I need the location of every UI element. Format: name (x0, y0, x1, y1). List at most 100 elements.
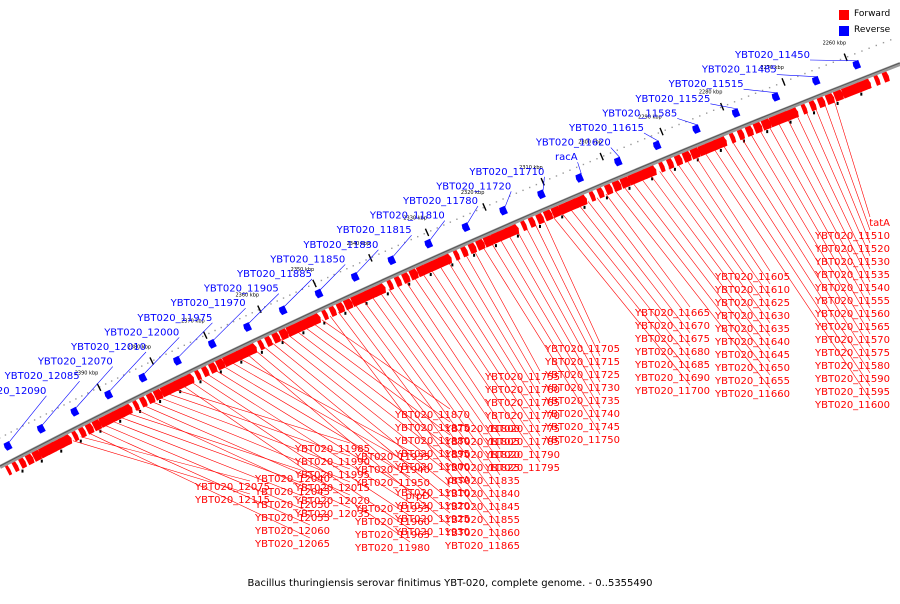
scale-dot (734, 101, 735, 102)
reverse-gene (653, 140, 662, 150)
scale-dot (713, 110, 714, 111)
frame-mark (628, 187, 630, 190)
scale-dot (549, 178, 550, 179)
scale-dot (178, 348, 179, 349)
forward-gene-label: YBT020_11870 (394, 410, 470, 421)
reverse-gene (315, 289, 324, 299)
scale-tick-label: 2260 kbp (823, 40, 847, 46)
scale-dot (840, 59, 841, 60)
forward-leader-line (544, 220, 600, 343)
scale-dot (630, 144, 631, 145)
scale-dot (516, 193, 517, 194)
scale-dot (496, 201, 497, 202)
reverse-gene-label: YBT020_11830 (302, 240, 378, 251)
scale-dot (883, 42, 884, 43)
reverse-gene (279, 305, 288, 315)
reverse-gene-label: YBT020_11485 (701, 65, 777, 76)
scale-dot (720, 107, 721, 108)
forward-gene (520, 220, 528, 231)
forward-gene (596, 187, 605, 198)
reverse-gene (853, 60, 862, 70)
scale-tick (203, 331, 206, 338)
reverse-gene-label: YBT020_11975 (136, 313, 212, 324)
forward-gene-label: YBT020_11880 (394, 436, 470, 447)
scale-dot (359, 262, 360, 263)
scale-dot (854, 53, 855, 54)
scale-dot (308, 286, 309, 287)
scale-dot (277, 300, 278, 301)
reverse-leader-line (110, 352, 146, 391)
reverse-gene (462, 222, 471, 232)
scale-dot (327, 277, 328, 278)
forward-gene-label: YBT020_11700 (634, 386, 710, 397)
reverse-gene-label: YBT020_12000 (103, 327, 179, 338)
reverse-leader-line (179, 323, 213, 357)
forward-gene (78, 427, 87, 438)
reverse-gene-label: YBT020_11885 (236, 269, 312, 280)
frame-mark (387, 292, 389, 295)
scale-dot (11, 431, 12, 432)
frame-mark (860, 93, 862, 96)
scale-dot (87, 392, 88, 393)
reverse-leader-line (710, 104, 737, 109)
scale-dot (239, 318, 240, 319)
reverse-gene (499, 206, 508, 216)
forward-gene-label: YBT020_12055 (254, 513, 330, 524)
forward-gene (201, 366, 210, 377)
scale-dot (818, 67, 819, 68)
frame-mark (119, 420, 121, 423)
forward-gene (321, 310, 329, 321)
scale-dot (463, 216, 464, 217)
reverse-gene-label: YBT020_11780 (402, 196, 478, 207)
reverse-leader-line (43, 381, 80, 425)
forward-gene-label: YBT020_11985 (294, 444, 370, 455)
reverse-gene-label: YBT020_11620 (535, 138, 611, 149)
scale-dot (617, 149, 618, 150)
scale-dot (569, 170, 570, 171)
scale-dot (190, 342, 191, 343)
forward-gene-label: YBT020_11610 (714, 285, 790, 296)
frame-mark (584, 206, 586, 209)
forward-gene (12, 461, 20, 472)
scale-dot (69, 401, 70, 402)
scale-dot (233, 321, 234, 322)
reverse-gene-label: YBT020_11615 (568, 123, 644, 134)
frame-mark (539, 225, 541, 228)
reverse-gene-label: YBT020_11585 (601, 108, 677, 119)
scale-dot (699, 115, 700, 116)
scale-dot (437, 227, 438, 228)
scale-dot (424, 233, 425, 234)
frame-mark (41, 460, 43, 463)
reverse-gene-label: YBT020_12070 (37, 357, 113, 368)
reverse-gene (4, 441, 13, 451)
scale-dot (365, 259, 366, 260)
map-caption: Bacillus thuringiensis serovar finitimus… (0, 578, 900, 589)
frame-mark (302, 331, 304, 334)
forward-gene-label: YBT020_12060 (254, 526, 330, 537)
forward-gene (809, 100, 817, 111)
reverse-leader-line (285, 279, 312, 306)
scale-dot (93, 389, 94, 390)
scale-dot (385, 251, 386, 252)
forward-leader-line (73, 441, 250, 494)
scale-dot (147, 362, 148, 363)
scale-dot (378, 253, 379, 254)
reverse-gene (537, 189, 546, 199)
forward-gene-label: YBT020_11660 (714, 389, 790, 400)
reverse-gene-label: YBT020_11810 (369, 211, 445, 222)
scale-dot (165, 354, 166, 355)
scale-tick (369, 254, 372, 261)
scale-dot (208, 333, 209, 334)
forward-gene-label: YBT020_11965 (354, 530, 430, 541)
scale-dot (411, 239, 412, 240)
scale-dot (522, 190, 523, 191)
scale-dot (184, 345, 185, 346)
scale-dot (346, 268, 347, 269)
forward-gene (666, 158, 674, 169)
forward-gene (589, 191, 597, 202)
forward-gene (257, 340, 265, 351)
reverse-gene-label: YBT020_12010 (70, 342, 146, 353)
forward-gene-label: YBT020_11570 (814, 335, 890, 346)
forward-gene (882, 72, 890, 83)
forward-gene-label: YBT020_11630 (714, 311, 790, 322)
